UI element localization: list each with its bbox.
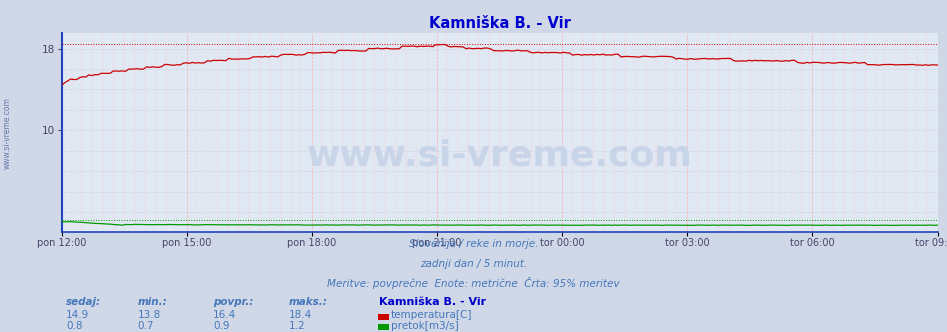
Text: temperatura[C]: temperatura[C] <box>391 310 473 320</box>
Text: maks.:: maks.: <box>289 297 328 307</box>
Text: 0.7: 0.7 <box>137 321 153 331</box>
Text: sedaj:: sedaj: <box>66 297 101 307</box>
Text: zadnji dan / 5 minut.: zadnji dan / 5 minut. <box>420 259 527 269</box>
Text: Meritve: povprečne  Enote: metrične  Črta: 95% meritev: Meritve: povprečne Enote: metrične Črta:… <box>327 277 620 289</box>
Text: 18.4: 18.4 <box>289 310 313 320</box>
Text: 16.4: 16.4 <box>213 310 237 320</box>
Text: povpr.:: povpr.: <box>213 297 254 307</box>
Title: Kamniška B. - Vir: Kamniška B. - Vir <box>429 16 570 31</box>
Text: 0.9: 0.9 <box>213 321 229 331</box>
Text: 1.2: 1.2 <box>289 321 306 331</box>
Text: Slovenija / reke in morje.: Slovenija / reke in morje. <box>409 239 538 249</box>
Text: 13.8: 13.8 <box>137 310 161 320</box>
Text: pretok[m3/s]: pretok[m3/s] <box>391 321 459 331</box>
Text: 14.9: 14.9 <box>66 310 90 320</box>
Text: www.si-vreme.com: www.si-vreme.com <box>3 97 12 169</box>
Text: min.:: min.: <box>137 297 167 307</box>
Text: Kamniška B. - Vir: Kamniška B. - Vir <box>379 297 486 307</box>
Text: 0.8: 0.8 <box>66 321 82 331</box>
Text: www.si-vreme.com: www.si-vreme.com <box>307 139 692 173</box>
